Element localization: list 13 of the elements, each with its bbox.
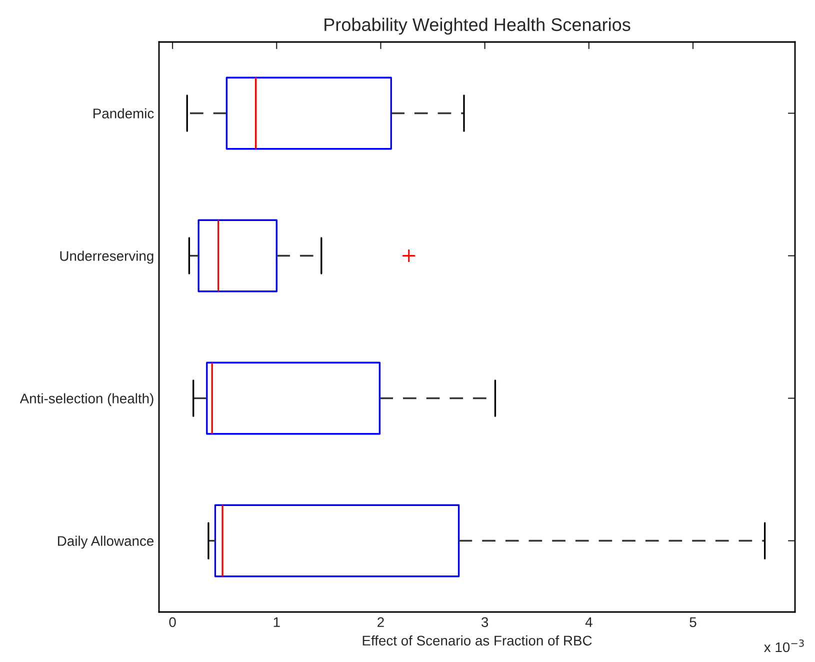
x-tick-label: 4 <box>585 617 592 627</box>
x-tick-label: 2 <box>378 617 384 627</box>
x-tick-label: 3 <box>481 617 488 628</box>
x-tick-label: 1 <box>274 617 280 627</box>
chart-title: Probability Weighted Health Scenarios <box>324 18 630 35</box>
text: x 10$^{−3}$ <box>764 639 804 652</box>
y-tick-label: Anti-selection (health) <box>20 393 154 406</box>
y-tick-label: Underreserving <box>60 250 154 264</box>
x-axis-title: Effect of Scenario as Fraction of RBC <box>362 635 592 646</box>
y-tick-label: Pandemic <box>94 108 154 118</box>
y-tick-label: Daily Allowance <box>58 536 154 549</box>
x-tick-label: 5 <box>690 617 696 628</box>
x-tick-label: 0 <box>169 617 176 628</box>
